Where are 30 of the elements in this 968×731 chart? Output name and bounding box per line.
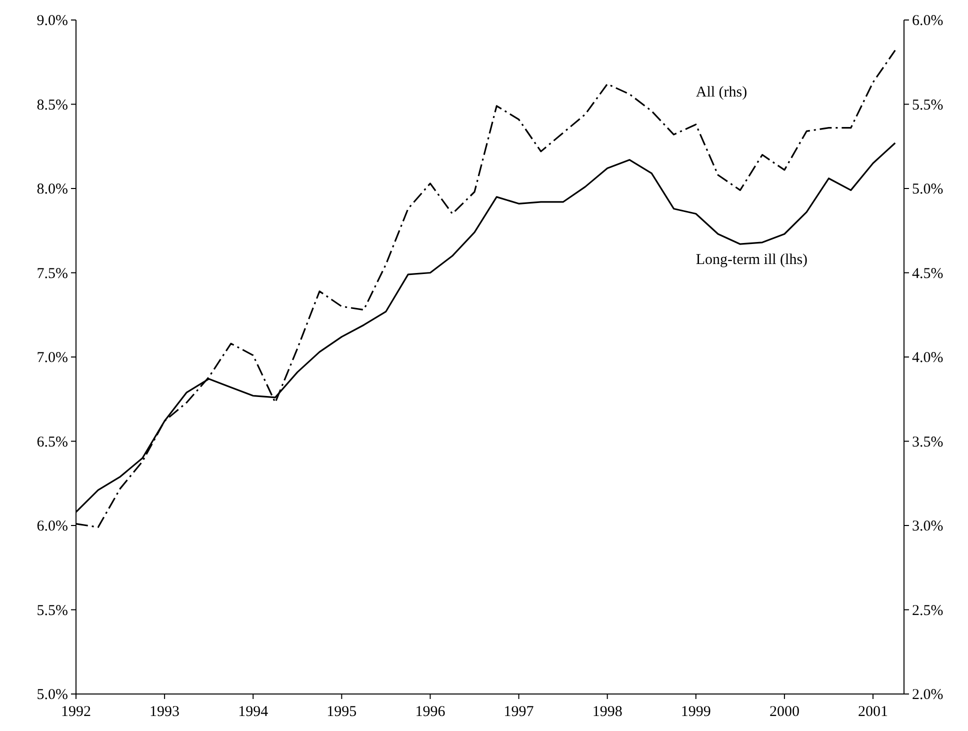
y2-tick-label: 5.0% (912, 182, 944, 198)
y2-tick-label: 5.5% (912, 97, 944, 114)
x-tick-label: 1995 (326, 704, 357, 720)
y-tick-label: 6.5% (36, 434, 68, 450)
y2-tick-label: 4.5% (912, 266, 944, 282)
y2-tick-label: 2.0% (912, 687, 944, 703)
y-tick-label: 8.0% (36, 182, 68, 198)
x-tick-label: 1998 (592, 704, 622, 720)
y2-tick-label: 6.0% (912, 13, 944, 29)
y2-tick-label: 3.0% (912, 518, 944, 534)
series-label: All (rhs) (696, 84, 748, 100)
y-tick-label: 7.0% (36, 350, 68, 366)
y-tick-label: 5.5% (36, 602, 68, 619)
y-tick-label: 6.0% (36, 518, 68, 534)
x-tick-label: 1999 (680, 704, 711, 720)
y2-tick-label: 3.5% (912, 434, 944, 450)
series-label: Long-term ill (lhs) (696, 252, 808, 268)
y-tick-label: 5.0% (36, 687, 68, 703)
x-tick-label: 1996 (415, 704, 446, 720)
x-tick-label: 2001 (858, 704, 888, 720)
y2-tick-label: 2.5% (912, 602, 944, 619)
x-tick-label: 1994 (238, 704, 269, 720)
x-tick-label: 1993 (150, 704, 180, 720)
y-tick-label: 8.5% (36, 97, 68, 114)
y-tick-label: 9.0% (36, 13, 68, 29)
x-tick-label: 1997 (504, 704, 534, 720)
x-tick-label: 1992 (61, 704, 91, 720)
y2-tick-label: 4.0% (912, 350, 944, 366)
y-tick-label: 7.5% (36, 266, 68, 282)
x-tick-label: 2000 (769, 704, 800, 720)
